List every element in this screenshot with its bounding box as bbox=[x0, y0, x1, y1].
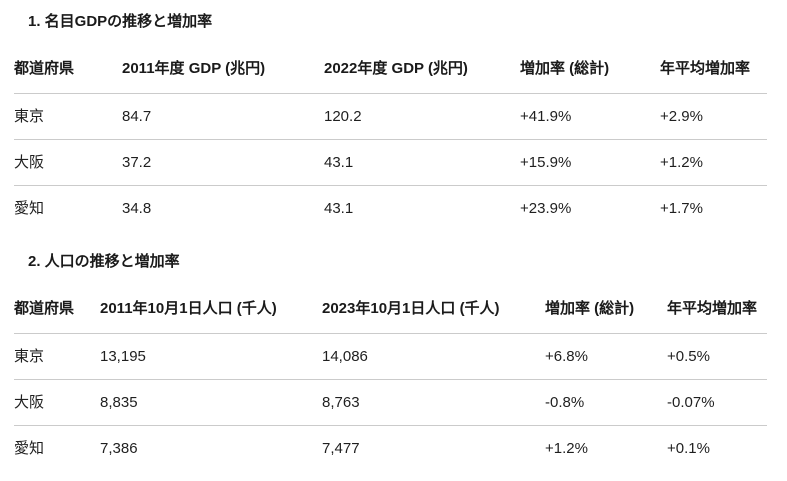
gdp-header-annual-growth: 年平均増加率 bbox=[660, 59, 767, 94]
prefecture-cell: 大阪 bbox=[14, 379, 100, 426]
table-row-osaka-population: 大阪 8,835 8,763 -0.8% -0.07% bbox=[14, 379, 767, 426]
gdp-header-2022: 2022年度 GDP (兆円) bbox=[324, 59, 520, 94]
total-growth-cell: +6.8% bbox=[545, 333, 667, 380]
gdp-2022-cell: 43.1 bbox=[324, 200, 354, 217]
total-growth-cell: -0.8% bbox=[545, 379, 667, 426]
gdp-2011-cell: 34.8 bbox=[122, 200, 152, 217]
prefecture-cell: 大阪 bbox=[14, 139, 122, 186]
gdp-2011-cell: 84.7 bbox=[122, 93, 324, 140]
prefecture-cell: 愛知 bbox=[14, 440, 45, 457]
annual-growth-cell: -0.07% bbox=[667, 379, 767, 426]
prefecture-cell: 愛知 bbox=[14, 200, 45, 217]
gdp-2022-cell: 120.2 bbox=[324, 93, 520, 140]
population-header-2023: 2023年10月1日人口 (千人) bbox=[322, 299, 545, 334]
population-section: 2. 人口の推移と増加率 都道府県 2011年10月1日人口 (千人) 2023… bbox=[0, 252, 787, 471]
gdp-header-total-growth: 増加率 (総計) bbox=[520, 59, 660, 94]
annual-growth-cell: +1.7% bbox=[660, 200, 703, 217]
population-section-title: 2. 人口の推移と増加率 bbox=[28, 253, 180, 270]
annual-growth-cell: +0.1% bbox=[667, 440, 710, 457]
gdp-section-title: 1. 名目GDPの推移と増加率 bbox=[28, 13, 213, 30]
gdp-header-prefecture: 都道府県 bbox=[14, 59, 122, 94]
population-header-annual-growth: 年平均増加率 bbox=[667, 299, 767, 334]
population-2011-cell: 7,386 bbox=[100, 440, 138, 457]
population-2023-cell: 7,477 bbox=[322, 440, 360, 457]
population-2011-cell: 8,835 bbox=[100, 379, 322, 426]
annual-growth-cell: +1.2% bbox=[660, 139, 767, 186]
population-2011-cell: 13,195 bbox=[100, 333, 322, 380]
table-row-osaka-gdp: 大阪 37.2 43.1 +15.9% +1.2% bbox=[14, 139, 767, 186]
total-growth-cell: +15.9% bbox=[520, 139, 660, 186]
table-row-tokyo-gdp: 東京 84.7 120.2 +41.9% +2.9% bbox=[14, 93, 767, 140]
prefecture-cell: 東京 bbox=[14, 333, 100, 380]
population-2023-cell: 8,763 bbox=[322, 379, 545, 426]
table-row-aichi-gdp: 愛知 34.8 43.1 +23.9% +1.7% bbox=[14, 186, 767, 232]
prefecture-cell: 東京 bbox=[14, 93, 122, 140]
gdp-table: 都道府県 2011年度 GDP (兆円) 2022年度 GDP (兆円) 増加率… bbox=[14, 59, 767, 231]
population-header-2011: 2011年10月1日人口 (千人) bbox=[100, 299, 322, 334]
gdp-2022-cell: 43.1 bbox=[324, 139, 520, 186]
total-growth-cell: +1.2% bbox=[545, 440, 588, 457]
gdp-section: 1. 名目GDPの推移と増加率 都道府県 2011年度 GDP (兆円) 202… bbox=[0, 0, 787, 231]
gdp-header-2011: 2011年度 GDP (兆円) bbox=[122, 59, 324, 94]
population-2023-cell: 14,086 bbox=[322, 333, 545, 380]
table-row-aichi-population: 愛知 7,386 7,477 +1.2% +0.1% bbox=[14, 426, 767, 472]
population-table-header-row: 都道府県 2011年10月1日人口 (千人) 2023年10月1日人口 (千人)… bbox=[14, 299, 767, 334]
total-growth-cell: +23.9% bbox=[520, 200, 572, 217]
population-header-total-growth: 増加率 (総計) bbox=[545, 299, 667, 334]
gdp-table-header-row: 都道府県 2011年度 GDP (兆円) 2022年度 GDP (兆円) 増加率… bbox=[14, 59, 767, 94]
population-table: 都道府県 2011年10月1日人口 (千人) 2023年10月1日人口 (千人)… bbox=[14, 299, 767, 471]
annual-growth-cell: +2.9% bbox=[660, 93, 767, 140]
table-row-tokyo-population: 東京 13,195 14,086 +6.8% +0.5% bbox=[14, 333, 767, 380]
total-growth-cell: +41.9% bbox=[520, 93, 660, 140]
gdp-2011-cell: 37.2 bbox=[122, 139, 324, 186]
population-header-prefecture: 都道府県 bbox=[14, 299, 100, 334]
annual-growth-cell: +0.5% bbox=[667, 333, 767, 380]
